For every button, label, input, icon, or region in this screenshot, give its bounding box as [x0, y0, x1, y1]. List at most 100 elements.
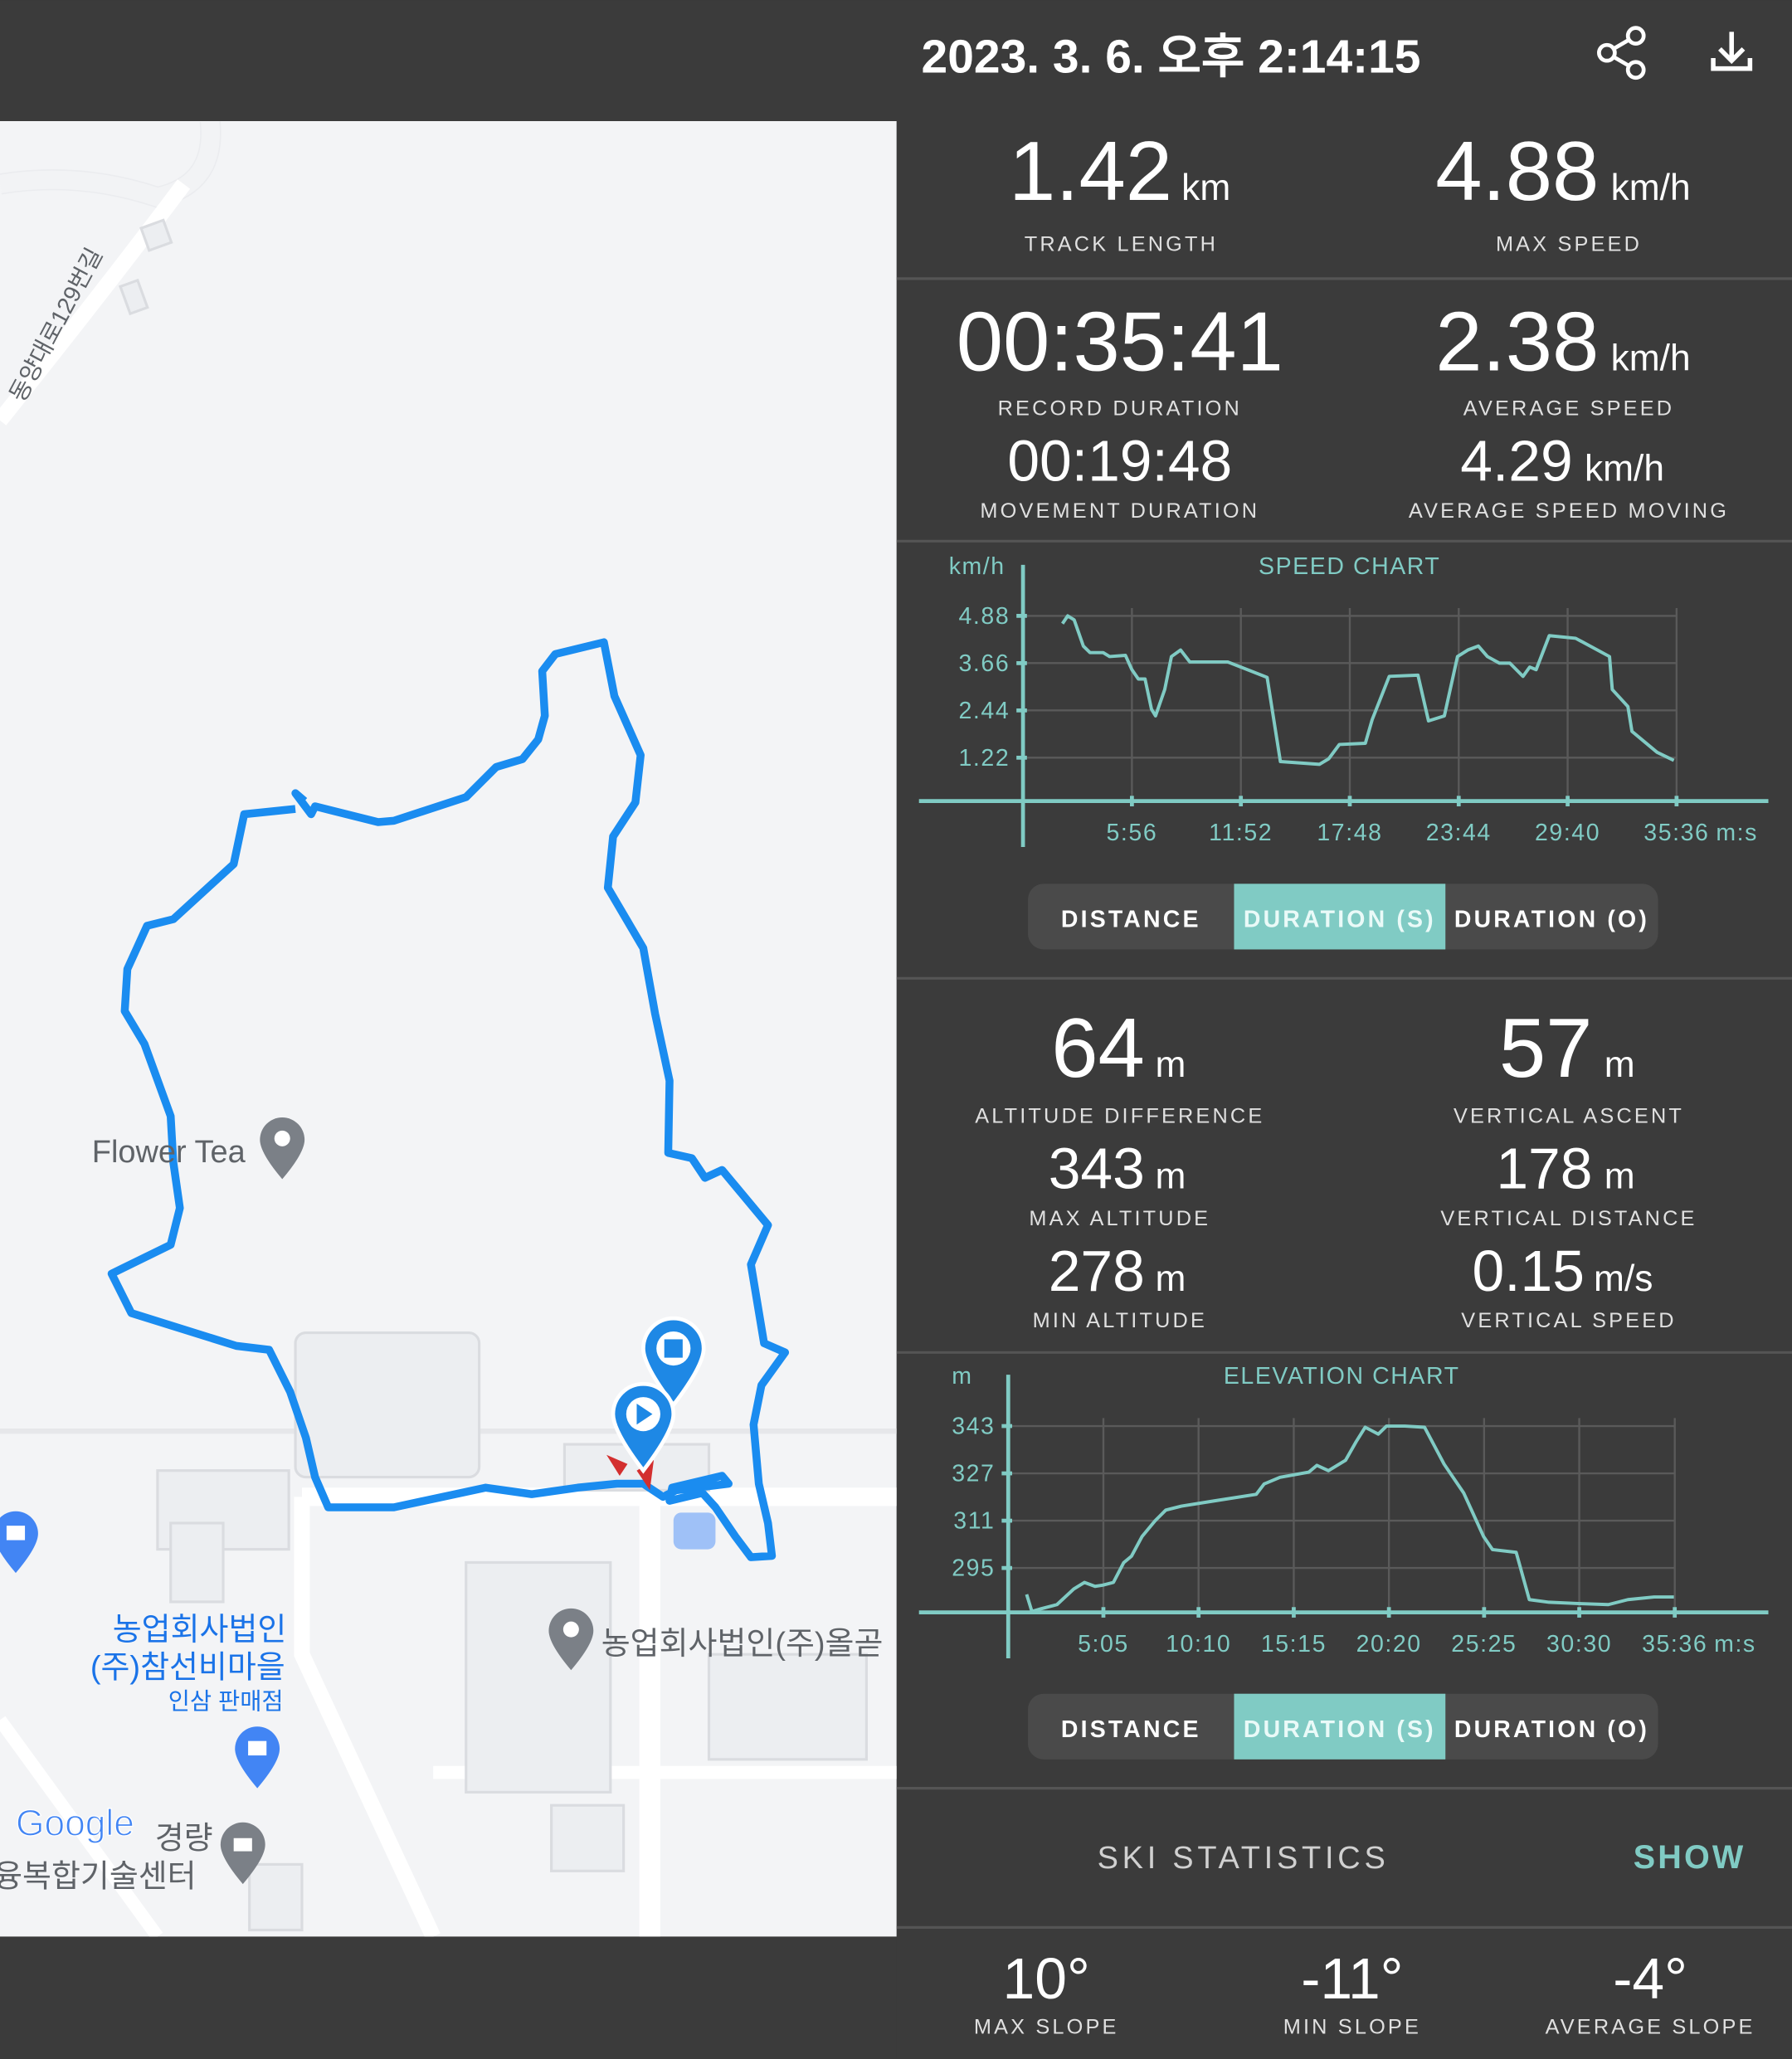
stat-label: ALTITUDE DIFFERENCE: [975, 1104, 1264, 1127]
stat-unit: m/s: [1594, 1258, 1653, 1299]
stat-unit: m: [1605, 1156, 1635, 1196]
place-label[interactable]: 농업회사법인: [113, 1613, 287, 1648]
stat-label: MAX ALTITUDE: [1029, 1207, 1210, 1230]
stat-label: MAX SLOPE: [974, 2016, 1119, 2039]
stat-value: 64: [1051, 1001, 1145, 1095]
x-tick-label: 35:36: [1642, 1631, 1707, 1657]
x-tick-label: 29:40: [1535, 820, 1600, 846]
x-tick-label: 23:44: [1426, 820, 1492, 846]
separators: [896, 277, 1792, 1929]
map-logo: Google: [16, 1803, 134, 1844]
place-label[interactable]: 농업회사법인(주)올곧: [601, 1627, 884, 1662]
map[interactable]: 동양대로129번길 Flower Tea 농업회사법인 (주)참선비마을 인삼 …: [0, 120, 897, 1937]
stat-unit: m: [1156, 1156, 1186, 1196]
stat-value: 0.15: [1472, 1239, 1584, 1303]
place-type: 인삼 판매점: [168, 1689, 284, 1716]
stat-label: AVERAGE SPEED MOVING: [1409, 499, 1729, 523]
stat-value: 278: [1049, 1239, 1145, 1303]
stat-value: 00:35:41: [957, 295, 1283, 389]
stat-value: 4.29: [1460, 429, 1572, 494]
y-tick-label: 4.88: [959, 603, 1010, 630]
data-line: [1061, 614, 1675, 767]
stat-value: -4°: [1613, 1946, 1687, 2011]
stat-label: AVERAGE SLOPE: [1546, 2016, 1755, 2039]
summary: 1.42 km TRACK LENGTH 4.88 km/h MAX SPEED…: [957, 124, 1729, 523]
stat-value: 1.42: [1009, 124, 1172, 218]
chart: ELEVATION CHART m 5:05 10:10 15:15 20:20 25:25…: [918, 1363, 1769, 1658]
toggle-option[interactable]: DURATION (S): [1244, 1716, 1436, 1743]
y-tick-label: 2.44: [959, 698, 1010, 724]
toggle-option[interactable]: DISTANCE: [1061, 1716, 1201, 1743]
stat-value: 10°: [1003, 1946, 1090, 2011]
chart-title: SPEED CHART: [1259, 553, 1440, 580]
y-tick-label: 343: [952, 1414, 995, 1440]
stat-unit: km/h: [1611, 168, 1691, 208]
stat-value: 00:19:48: [1007, 429, 1232, 494]
chart: SPEED CHART km/h 5:56 11:52 17:48 23:44 29:40 3…: [918, 553, 1769, 848]
data-line: [1025, 1424, 1674, 1614]
x-tick-label: 10:10: [1166, 1631, 1231, 1657]
stat-unit: km: [1181, 168, 1230, 208]
stat-unit: km/h: [1611, 338, 1691, 379]
stat-label: VERTICAL DISTANCE: [1440, 1207, 1697, 1230]
chart-toggle: DISTANCE DURATION (S) DURATION (O): [1028, 883, 1658, 950]
y-tick-label: 1.22: [959, 745, 1010, 772]
x-tick-label: 25:25: [1451, 1631, 1517, 1657]
stat-label: MIN ALTITUDE: [1033, 1309, 1207, 1332]
x-tick-label: 30:30: [1546, 1631, 1612, 1657]
x-axis-unit: m:s: [1716, 820, 1758, 846]
stat-unit: m: [1156, 1044, 1186, 1085]
share-button[interactable]: [1597, 26, 1646, 80]
stat-label: MOVEMENT DURATION: [980, 499, 1259, 523]
stat-label: VERTICAL ASCENT: [1454, 1104, 1684, 1127]
x-tick-label: 17:48: [1317, 820, 1382, 846]
slopes: 10° MAX SLOPE -11° MIN SLOPE -4° AVERAGE…: [974, 1946, 1755, 2039]
stat-value: 343: [1049, 1136, 1145, 1200]
y-tick-label: 295: [952, 1555, 995, 1582]
place-label[interactable]: (주)참선비마을: [90, 1651, 285, 1686]
stat-unit: m: [1156, 1258, 1186, 1299]
y-axis-label: m: [952, 1363, 972, 1390]
toggle-option[interactable]: DURATION (O): [1454, 907, 1649, 933]
toggle-selected: [1234, 883, 1446, 950]
place-label[interactable]: 경량: [155, 1821, 213, 1856]
show-button[interactable]: SHOW: [1634, 1839, 1746, 1876]
y-tick-label: 311: [953, 1508, 995, 1535]
chart-toggle: DISTANCE DURATION (S) DURATION (O): [1028, 1693, 1658, 1760]
stat-value: 178: [1496, 1136, 1592, 1200]
x-axis-unit: m:s: [1714, 1631, 1756, 1657]
header-title: 2023. 3. 6. 오후 2:14:15: [922, 30, 1421, 83]
stat-value: 2.38: [1435, 295, 1599, 389]
x-tick-label: 15:15: [1261, 1631, 1327, 1657]
stop-marker[interactable]: [641, 1316, 706, 1409]
toggle-option[interactable]: DURATION (S): [1244, 907, 1436, 933]
x-tick-label: 11:52: [1209, 820, 1273, 846]
stat-unit: km/h: [1585, 449, 1664, 489]
toggle-selected: [1234, 1693, 1446, 1760]
stat-label: AVERAGE SPEED: [1463, 397, 1674, 420]
stat-label: VERTICAL SPEED: [1461, 1309, 1676, 1332]
stat-label: MAX SPEED: [1496, 233, 1642, 256]
stat-value: -11°: [1301, 1946, 1403, 2011]
x-tick-label: 5:05: [1078, 1631, 1129, 1657]
stat-unit: m: [1605, 1044, 1635, 1085]
y-tick-label: 3.66: [959, 650, 1010, 677]
stat-value: 4.88: [1435, 124, 1599, 218]
place-label[interactable]: 융복합기술센터: [0, 1859, 197, 1894]
toggle-option[interactable]: DURATION (O): [1454, 1716, 1649, 1743]
toggle-option[interactable]: DISTANCE: [1061, 907, 1201, 933]
x-tick-label: 35:36: [1643, 820, 1709, 846]
download-button[interactable]: [1711, 32, 1753, 71]
x-tick-label: 5:56: [1107, 820, 1158, 846]
altitude: 64 m ALTITUDE DIFFERENCE 57 m VERTICAL A…: [975, 1001, 1697, 1332]
section-title: SKI STATISTICS: [1098, 1841, 1390, 1876]
stat-value: 57: [1499, 1001, 1593, 1095]
chart-title: ELEVATION CHART: [1224, 1363, 1460, 1390]
y-tick-label: 327: [952, 1461, 995, 1487]
stat-label: MIN SLOPE: [1283, 2016, 1421, 2039]
start-marker[interactable]: [611, 1381, 676, 1474]
place-label[interactable]: Flower Tea: [92, 1135, 246, 1170]
stat-label: TRACK LENGTH: [1025, 233, 1218, 256]
